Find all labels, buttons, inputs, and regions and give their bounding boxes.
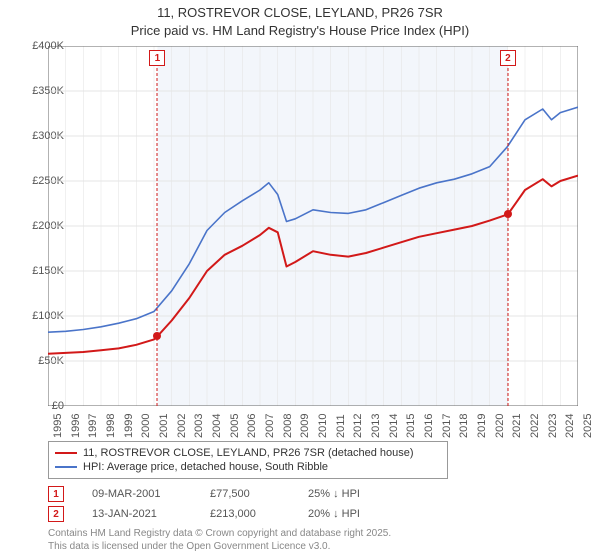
x-tick-label: 2006 [246, 414, 258, 438]
sale-guideline [157, 68, 158, 406]
legend-swatch-price-paid [55, 452, 77, 454]
legend-row-price-paid: 11, ROSTREVOR CLOSE, LEYLAND, PR26 7SR (… [55, 446, 441, 460]
license-text: Contains HM Land Registry data © Crown c… [48, 528, 391, 553]
x-tick-label: 1995 [52, 414, 64, 438]
x-tick-label: 2017 [441, 414, 453, 438]
sale-date-1: 09-MAR-2001 [92, 488, 182, 500]
chart-title-line1: 11, ROSTREVOR CLOSE, LEYLAND, PR26 7SR [0, 4, 600, 22]
x-tick-label: 2024 [564, 414, 576, 438]
sale-row-1: 1 09-MAR-2001 £77,500 25% ↓ HPI [48, 484, 360, 504]
x-tick-label: 2023 [547, 414, 559, 438]
x-tick-label: 2005 [229, 414, 241, 438]
x-tick-label: 2009 [299, 414, 311, 438]
x-tick-label: 2000 [140, 414, 152, 438]
sale-marker-inline: 2 [500, 50, 516, 66]
x-tick-label: 1997 [87, 414, 99, 438]
x-tick-label: 2011 [335, 414, 347, 438]
legend-label-hpi: HPI: Average price, detached house, Sout… [83, 461, 328, 473]
x-tick-label: 2021 [511, 414, 523, 438]
x-tick-label: 1998 [105, 414, 117, 438]
sale-diff-2: 20% ↓ HPI [308, 508, 360, 520]
legend-label-price-paid: 11, ROSTREVOR CLOSE, LEYLAND, PR26 7SR (… [83, 447, 414, 459]
sale-marker-inline: 1 [149, 50, 165, 66]
sale-marker-1: 1 [48, 486, 64, 502]
chart-plot-area [48, 46, 578, 406]
x-tick-label: 2020 [494, 414, 506, 438]
x-tick-label: 2002 [176, 414, 188, 438]
x-tick-label: 2018 [458, 414, 470, 438]
x-tick-label: 2015 [405, 414, 417, 438]
sale-date-2: 13-JAN-2021 [92, 508, 182, 520]
sale-price-2: £213,000 [210, 508, 280, 520]
x-tick-label: 2022 [529, 414, 541, 438]
legend-row-hpi: HPI: Average price, detached house, Sout… [55, 460, 441, 474]
x-tick-label: 2012 [352, 414, 364, 438]
legend-box: 11, ROSTREVOR CLOSE, LEYLAND, PR26 7SR (… [48, 441, 448, 479]
x-tick-label: 2004 [211, 414, 223, 438]
sale-guideline [507, 68, 508, 406]
x-tick-label: 2001 [158, 414, 170, 438]
sale-diff-1: 25% ↓ HPI [308, 488, 360, 500]
x-tick-label: 1999 [123, 414, 135, 438]
x-tick-label: 2010 [317, 414, 329, 438]
x-tick-label: 2008 [282, 414, 294, 438]
sale-price-1: £77,500 [210, 488, 280, 500]
x-tick-label: 2025 [582, 414, 594, 438]
sale-point [153, 332, 161, 340]
legend-swatch-hpi [55, 466, 77, 468]
chart-title-line2: Price paid vs. HM Land Registry's House … [0, 22, 600, 40]
x-tick-label: 1996 [70, 414, 82, 438]
x-tick-label: 2013 [370, 414, 382, 438]
sale-point [504, 210, 512, 218]
x-tick-label: 2003 [193, 414, 205, 438]
sale-row-2: 2 13-JAN-2021 £213,000 20% ↓ HPI [48, 504, 360, 524]
sale-marker-2: 2 [48, 506, 64, 522]
x-tick-label: 2007 [264, 414, 276, 438]
sales-table: 1 09-MAR-2001 £77,500 25% ↓ HPI 2 13-JAN… [48, 484, 360, 524]
x-tick-label: 2016 [423, 414, 435, 438]
x-tick-label: 2019 [476, 414, 488, 438]
x-tick-label: 2014 [388, 414, 400, 438]
